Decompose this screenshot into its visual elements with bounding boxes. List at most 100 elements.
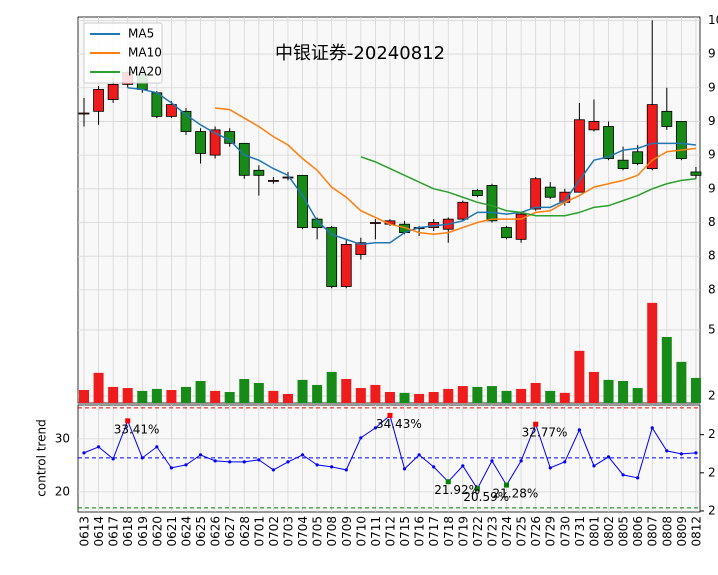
volume-bar <box>297 379 308 403</box>
volume-bar <box>151 388 162 403</box>
x-tick-label: 0731 <box>573 516 587 547</box>
candle-body <box>617 159 629 170</box>
volume-bar <box>108 386 119 403</box>
volume-bar <box>647 302 658 403</box>
volume-bar <box>341 379 352 403</box>
extreme-marker <box>504 482 510 488</box>
candle-body <box>675 121 687 159</box>
trend-point <box>96 445 101 449</box>
x-tick-label: 0624 <box>179 516 193 547</box>
y-tick-label: 2 <box>708 388 716 402</box>
volume-bar <box>122 388 133 403</box>
y-tick-label: 10 <box>708 13 718 27</box>
x-tick-label: 0712 <box>383 516 397 547</box>
trend-point <box>417 453 421 457</box>
candle-body <box>326 227 338 287</box>
legend-box <box>83 22 163 84</box>
y-axis-label: control trend <box>35 419 49 496</box>
trend-point <box>242 460 246 464</box>
x-tick-label: 0625 <box>194 516 208 547</box>
price-panel <box>77 16 701 404</box>
candle-body <box>166 104 177 117</box>
candle-body <box>297 174 308 228</box>
candle-body <box>471 190 483 196</box>
trend-point <box>213 459 217 463</box>
x-tick-label: 0702 <box>267 516 281 547</box>
x-tick-label: 0724 <box>500 516 514 547</box>
trend-point <box>694 451 698 455</box>
volume-bar <box>530 382 541 403</box>
y2-tick-label: 2 <box>708 503 716 517</box>
trend-point <box>286 460 290 464</box>
ma-line <box>360 156 697 217</box>
volume-bar <box>355 388 366 403</box>
trend-point <box>315 463 319 467</box>
volume-bar <box>268 390 279 403</box>
trend-point <box>198 453 203 457</box>
trend-point <box>344 468 348 472</box>
candle-body <box>268 179 279 182</box>
candle-body <box>530 178 542 210</box>
value-label: 33.41% <box>114 422 160 436</box>
trend-point <box>606 455 611 459</box>
volume-bar <box>137 390 148 403</box>
x-tick-label: 0613 <box>78 516 92 547</box>
value-label: 21.92% <box>434 483 480 497</box>
trend-point <box>228 460 232 464</box>
x-tick-label: 0729 <box>544 516 558 547</box>
x-tick-label: 0617 <box>107 516 121 547</box>
x-tick-label: 0703 <box>281 516 295 547</box>
x-tick-label: 0723 <box>485 516 499 547</box>
trend-point <box>665 449 669 453</box>
trend-point <box>577 428 581 432</box>
x-tick-label: 0705 <box>311 516 325 547</box>
candle-body <box>224 131 236 144</box>
volume-bar <box>166 390 177 403</box>
x-tick-label: 0805 <box>617 516 631 547</box>
candle-body <box>690 171 702 176</box>
volume-bar <box>428 391 439 403</box>
candle-body <box>369 222 381 224</box>
x-tick-label: 0711 <box>369 516 383 547</box>
candle-body <box>603 126 614 159</box>
volume-bar <box>661 336 672 403</box>
trend-point <box>650 426 654 430</box>
volume-bar <box>501 390 512 403</box>
candle-body <box>340 244 352 287</box>
y-tick-label: 8 <box>708 249 716 263</box>
value-label: 34.43% <box>376 417 422 431</box>
volume-bar <box>384 391 395 403</box>
volume-bar <box>195 380 206 403</box>
volume-bar <box>545 390 556 403</box>
candle-body <box>253 169 265 176</box>
x-tick-label: 0808 <box>660 516 674 547</box>
trend-point <box>330 465 334 469</box>
trend-point <box>169 466 174 470</box>
volume-bar <box>486 386 497 403</box>
volume-bar <box>690 377 701 403</box>
volume-bar <box>603 379 614 403</box>
trend-point <box>111 457 115 461</box>
trend-point <box>184 463 188 467</box>
extreme-marker <box>445 479 451 485</box>
volume-bar <box>79 390 89 403</box>
volume-bar <box>370 384 381 403</box>
trend-point <box>155 445 159 449</box>
y-tick-label: 9 <box>708 181 716 195</box>
y-tick-label: 8 <box>708 215 716 229</box>
volume-bar <box>414 393 425 403</box>
volume-bar <box>618 380 629 403</box>
x-tick-label: 0722 <box>471 516 485 547</box>
x-tick-label: 0618 <box>121 516 135 547</box>
candle-body <box>501 227 512 239</box>
grid <box>78 17 700 512</box>
trend-point <box>300 453 305 457</box>
chart-title: 中银证券-20240812 <box>275 43 445 64</box>
x-tick-label: 0628 <box>238 516 252 547</box>
volume-bar <box>443 388 454 403</box>
trend-point <box>636 476 640 480</box>
trend-panel <box>77 404 701 513</box>
x-tick-label: 0809 <box>675 516 689 547</box>
x-tick-label: 0807 <box>646 516 660 547</box>
